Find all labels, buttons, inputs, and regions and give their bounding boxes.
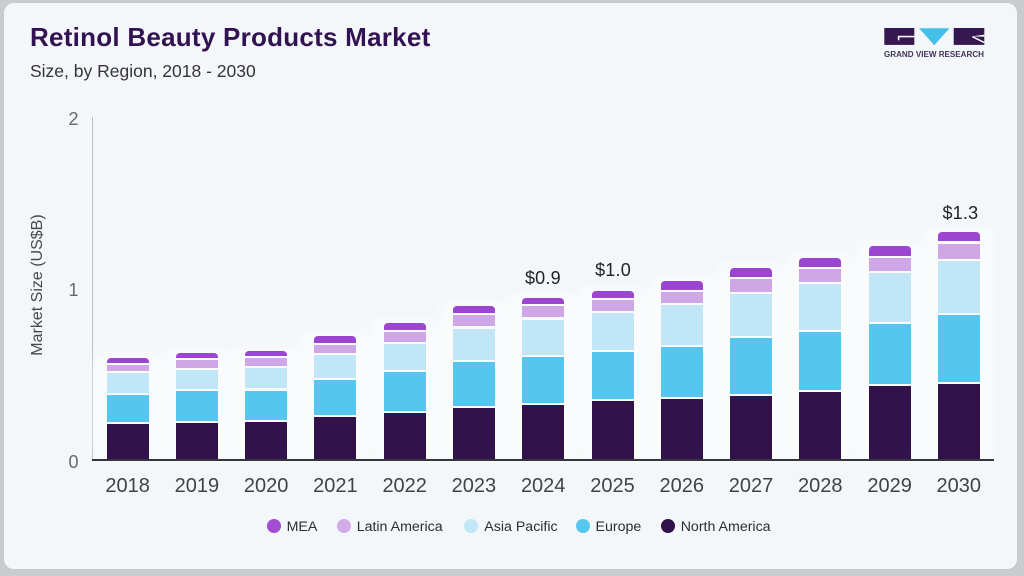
svg-text:GRAND VIEW RESEARCH: GRAND VIEW RESEARCH	[884, 50, 984, 59]
